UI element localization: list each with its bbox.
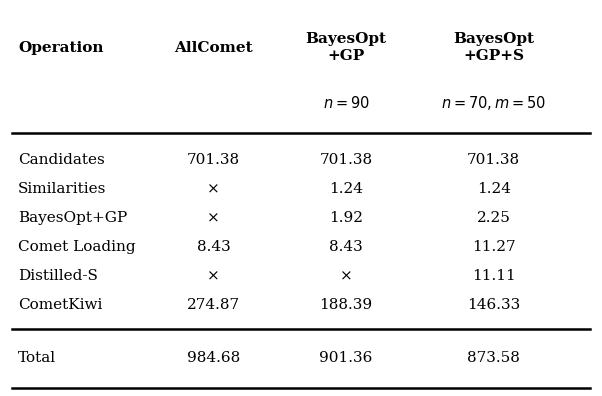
Text: 8.43: 8.43 <box>329 240 363 254</box>
Text: 11.27: 11.27 <box>472 240 515 254</box>
Text: 1.92: 1.92 <box>329 211 363 225</box>
Text: Distilled-S: Distilled-S <box>18 269 98 283</box>
Text: 146.33: 146.33 <box>467 298 520 312</box>
Text: 901.36: 901.36 <box>320 351 373 366</box>
Text: 701.38: 701.38 <box>320 153 373 168</box>
Text: 1.24: 1.24 <box>477 182 510 196</box>
Text: 11.11: 11.11 <box>472 269 515 283</box>
Text: Comet Loading: Comet Loading <box>18 240 135 254</box>
Text: ×: × <box>207 182 220 196</box>
Text: Operation: Operation <box>18 40 104 55</box>
Text: CometKiwi: CometKiwi <box>18 298 102 312</box>
Text: ×: × <box>207 269 220 283</box>
Text: AllComet: AllComet <box>175 40 253 55</box>
Text: BayesOpt
+GP+S: BayesOpt +GP+S <box>453 32 534 63</box>
Text: BayesOpt+GP: BayesOpt+GP <box>18 211 127 225</box>
Text: 701.38: 701.38 <box>467 153 520 168</box>
Text: 274.87: 274.87 <box>187 298 240 312</box>
Text: 1.24: 1.24 <box>329 182 363 196</box>
Text: Candidates: Candidates <box>18 153 105 168</box>
Text: ×: × <box>207 211 220 225</box>
Text: Similarities: Similarities <box>18 182 107 196</box>
Text: 873.58: 873.58 <box>467 351 520 366</box>
Text: 701.38: 701.38 <box>187 153 240 168</box>
Text: 8.43: 8.43 <box>197 240 231 254</box>
Text: 984.68: 984.68 <box>187 351 240 366</box>
Text: 188.39: 188.39 <box>320 298 373 312</box>
Text: BayesOpt
+GP: BayesOpt +GP <box>306 32 386 63</box>
Text: $n = 70, m = 50$: $n = 70, m = 50$ <box>441 94 546 112</box>
Text: ×: × <box>340 269 353 283</box>
Text: 2.25: 2.25 <box>477 211 510 225</box>
Text: $n = 90$: $n = 90$ <box>323 95 370 111</box>
Text: Total: Total <box>18 351 56 366</box>
